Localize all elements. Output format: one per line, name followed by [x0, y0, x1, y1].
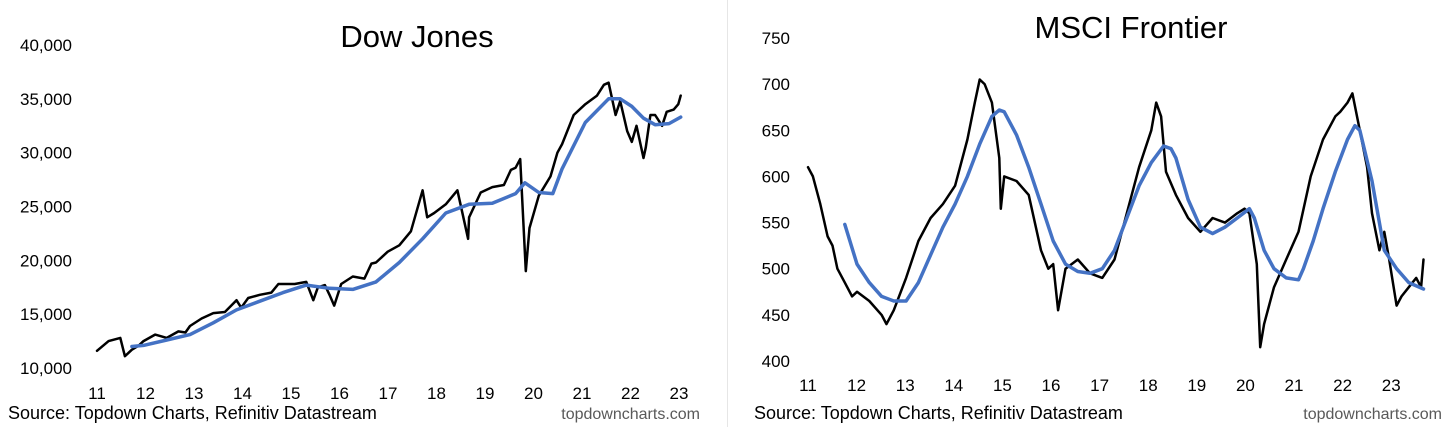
panel-divider [727, 0, 728, 427]
x-tick-label: 13 [185, 384, 204, 403]
y-axis-ticks: 400 450 500 550 600 650 700 750 [762, 29, 790, 371]
source-note: Source: Topdown Charts, Refinitiv Datast… [754, 403, 1123, 423]
x-tick-label: 19 [476, 384, 495, 403]
plot-area [95, 81, 683, 358]
y-tick-label: 10,000 [20, 359, 72, 378]
x-tick-label: 21 [573, 384, 592, 403]
y-tick-label: 35,000 [20, 90, 72, 109]
msci-frontier-chart: MSCI Frontier 400 450 500 550 600 650 700 750 1… [754, 10, 1442, 423]
x-tick-label: 11 [88, 384, 106, 403]
y-tick-label: 650 [762, 121, 790, 140]
x-tick-label: 22 [621, 384, 640, 403]
y-tick-label: 600 [762, 167, 790, 186]
x-tick-label: 21 [1285, 376, 1304, 395]
y-axis-ticks: 10,000 15,000 20,000 25,000 30,000 35,000 40,0… [20, 36, 72, 378]
x-tick-label: 18 [427, 384, 446, 403]
watermark: topdowncharts.com [561, 406, 700, 423]
y-tick-label: 750 [762, 29, 790, 48]
plot-area [806, 78, 1426, 349]
y-tick-label: 20,000 [20, 251, 72, 270]
x-tick-label: 22 [1333, 376, 1352, 395]
moving-average-series-line [130, 97, 683, 349]
x-tick-label: 17 [379, 384, 398, 403]
x-tick-label: 19 [1187, 376, 1206, 395]
y-tick-label: 25,000 [20, 198, 72, 217]
x-axis-ticks: 11 12 13 14 15 16 17 18 19 20 21 22 23 [799, 376, 1400, 395]
x-tick-label: 17 [1090, 376, 1109, 395]
y-tick-label: 550 [762, 214, 790, 233]
x-tick-label: 11 [799, 376, 817, 395]
x-tick-label: 15 [993, 376, 1012, 395]
y-tick-label: 450 [762, 306, 790, 325]
x-tick-label: 20 [524, 384, 543, 403]
x-axis-ticks: 11 12 13 14 15 16 17 18 19 20 21 22 23 [88, 384, 688, 403]
x-tick-label: 23 [1382, 376, 1401, 395]
price-series-line [806, 78, 1425, 349]
x-tick-label: 14 [944, 376, 963, 395]
moving-average-series-line [843, 108, 1426, 303]
msci-frontier-chart-panel: MSCI Frontier 400 450 500 550 600 650 700 750 1… [728, 0, 1456, 427]
chart-title: MSCI Frontier [1035, 10, 1228, 45]
x-tick-label: 23 [670, 384, 689, 403]
y-tick-label: 400 [762, 352, 790, 371]
x-tick-label: 12 [136, 384, 155, 403]
y-tick-label: 15,000 [20, 305, 72, 324]
chart-title: Dow Jones [340, 19, 493, 54]
price-series-line [95, 81, 682, 358]
x-tick-label: 16 [330, 384, 349, 403]
x-tick-label: 12 [847, 376, 866, 395]
x-tick-label: 15 [282, 384, 301, 403]
x-tick-label: 18 [1139, 376, 1158, 395]
source-note: Source: Topdown Charts, Refinitiv Datast… [8, 403, 377, 423]
dow-jones-chart-panel: Dow Jones 10,000 15,000 20,000 25,000 30,000… [8, 19, 700, 423]
y-tick-label: 30,000 [20, 144, 72, 163]
watermark: topdowncharts.com [1303, 406, 1442, 423]
x-tick-label: 16 [1042, 376, 1061, 395]
y-tick-label: 40,000 [20, 36, 72, 55]
y-tick-label: 500 [762, 260, 790, 279]
dow-jones-chart: Dow Jones 10,000 15,000 20,000 25,000 30,000… [8, 19, 700, 423]
x-tick-label: 14 [233, 384, 252, 403]
x-tick-label: 20 [1236, 376, 1255, 395]
x-tick-label: 13 [896, 376, 915, 395]
y-tick-label: 700 [762, 75, 790, 94]
